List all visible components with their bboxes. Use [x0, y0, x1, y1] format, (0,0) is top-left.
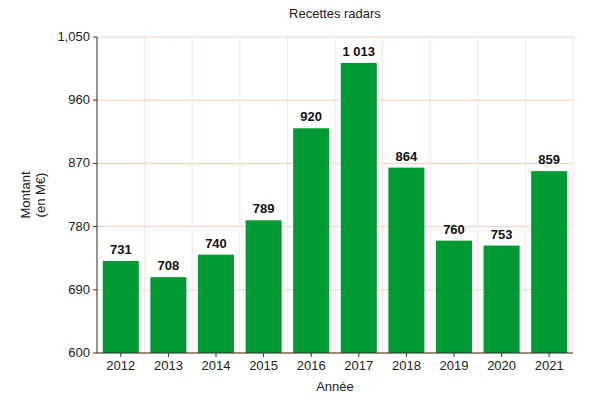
x-tick-label: 2020: [487, 358, 516, 373]
chart-container: 600 690 780 870 960 1,050 2012 2013 2014 2015 2016…: [0, 0, 600, 400]
x-tick: [311, 353, 312, 357]
grid-line-vertical: [97, 37, 98, 353]
data-label: 708: [158, 258, 180, 273]
y-tick: [93, 226, 97, 227]
y-axis-label-line: Montant: [18, 171, 33, 218]
grid-line-vertical: [382, 37, 383, 353]
grid-line-vertical: [477, 37, 478, 353]
grid-line-vertical: [144, 37, 145, 353]
grid-line-vertical: [335, 37, 336, 353]
bar: [103, 261, 139, 353]
bar: [246, 220, 282, 353]
data-label: 789: [253, 201, 275, 216]
grid-line-vertical: [287, 37, 288, 353]
title: Recettes radars: [289, 6, 381, 21]
x-tick: [120, 353, 121, 357]
bar: [484, 246, 520, 353]
data-label: 760: [443, 222, 465, 237]
bar: [436, 241, 472, 353]
y-tick-label: 690: [68, 282, 90, 297]
x-tick-label: 2018: [392, 358, 421, 373]
grid-line: [97, 163, 573, 164]
x-tick-label: 2019: [440, 358, 469, 373]
y-axis-label-line: (en M€): [33, 173, 48, 218]
data-label: 753: [491, 227, 513, 242]
y-tick-label: 960: [68, 92, 90, 107]
grid: [97, 37, 573, 353]
grid-line-vertical: [573, 37, 574, 353]
x-tick: [358, 353, 359, 357]
data-label: 740: [205, 236, 227, 251]
y-axis-label: Montant(en M€): [18, 171, 48, 218]
x-tick-label: 2012: [106, 358, 135, 373]
grid-line: [97, 37, 573, 38]
bar: [198, 255, 234, 353]
x-tick: [501, 353, 502, 357]
y-tick-label: 1,050: [57, 29, 90, 44]
data-label: 731: [110, 242, 132, 257]
y-tick-label: 870: [68, 155, 90, 170]
grid-line-vertical: [192, 37, 193, 353]
data-label: 864: [396, 149, 418, 164]
data-label: 920: [300, 109, 322, 124]
y-tick: [93, 100, 97, 101]
bars: [103, 63, 567, 353]
x-tick-label: 2017: [344, 358, 373, 373]
x-tick-label: 2013: [154, 358, 183, 373]
x-tick-label: 2021: [535, 358, 564, 373]
bar: [341, 63, 377, 353]
x-axis-label: Année: [316, 379, 354, 394]
bar: [531, 171, 567, 353]
grid-line-vertical: [430, 37, 431, 353]
x-tick: [454, 353, 455, 357]
x-tick: [216, 353, 217, 357]
data-label: 1 013: [343, 44, 376, 59]
chart-svg: 600 690 780 870 960 1,050 2012 2013 2014 2015 2016…: [0, 0, 600, 400]
grid-line-vertical: [525, 37, 526, 353]
x-tick-label: 2014: [202, 358, 231, 373]
y-tick: [93, 289, 97, 290]
bar: [388, 168, 424, 353]
grid-line: [97, 100, 573, 101]
y-tick-label: 600: [68, 345, 90, 360]
x-tick-label: 2015: [249, 358, 278, 373]
x-tick: [406, 353, 407, 357]
y-tick: [93, 163, 97, 164]
bar: [293, 128, 329, 353]
grid-line-vertical: [239, 37, 240, 353]
y-axis-line: [97, 37, 98, 353]
x-tick: [549, 353, 550, 357]
x-tick-label: 2016: [297, 358, 326, 373]
y-tick: [93, 37, 97, 38]
x-tick: [263, 353, 264, 357]
data-label: 859: [538, 152, 560, 167]
y-tick: [93, 353, 97, 354]
x-tick: [168, 353, 169, 357]
y-tick-label: 780: [68, 219, 90, 234]
bar: [150, 277, 186, 353]
